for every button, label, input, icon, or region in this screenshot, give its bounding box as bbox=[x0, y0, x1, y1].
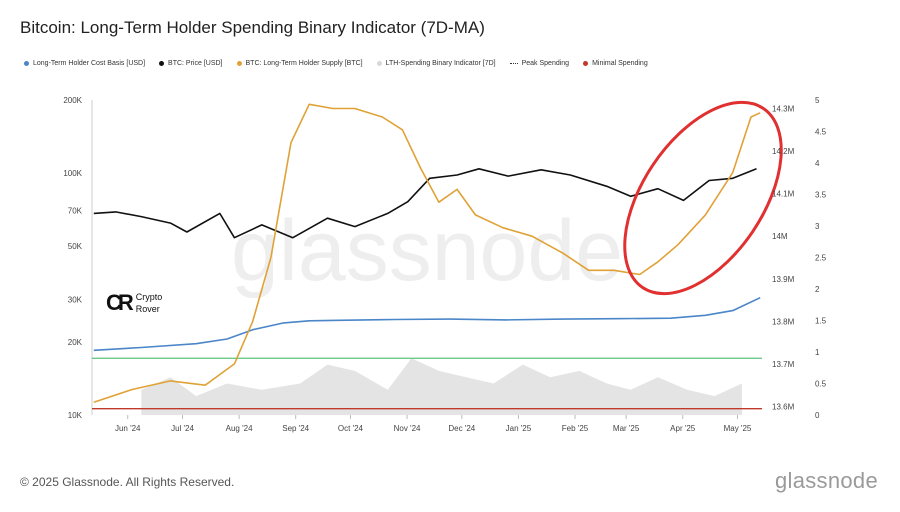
right-tick-label: 0.5 bbox=[815, 380, 827, 389]
logo-line-1: Crypto bbox=[135, 292, 163, 302]
crypto-rover-mark-icon: CR bbox=[106, 290, 134, 315]
mid-tick-label: 13.7M bbox=[772, 360, 795, 369]
x-tick-label: Mar '25 bbox=[613, 424, 640, 433]
x-tick-label: Aug '24 bbox=[226, 424, 253, 433]
legend-label: Peak Spending bbox=[521, 60, 570, 67]
legend-item[interactable]: Long-Term Holder Cost Basis [USD] bbox=[24, 60, 145, 67]
left-tick-label: 70K bbox=[68, 206, 83, 215]
legend-label: BTC: Price [USD] bbox=[168, 60, 223, 67]
lth-binary-area bbox=[141, 358, 742, 415]
right-tick-label: 0 bbox=[815, 411, 820, 420]
left-tick-label: 10K bbox=[68, 411, 83, 420]
series-line-1 bbox=[93, 296, 761, 352]
series-line-2 bbox=[93, 103, 761, 403]
mid-tick-label: 13.6M bbox=[772, 402, 795, 411]
right-tick-label: 5 bbox=[815, 96, 820, 105]
left-tick-label: 100K bbox=[63, 169, 82, 178]
mid-tick-label: 14.3M bbox=[772, 105, 795, 114]
x-tick-label: Jan '25 bbox=[506, 424, 532, 433]
dot-marker-icon bbox=[236, 61, 242, 66]
legend-item[interactable]: Peak Spending bbox=[509, 60, 570, 67]
dot-marker-icon bbox=[376, 61, 382, 66]
mid-tick-label: 14.2M bbox=[772, 147, 795, 156]
left-tick-label: 20K bbox=[68, 338, 83, 347]
mid-tick-label: 14M bbox=[772, 232, 788, 241]
x-tick-label: Nov '24 bbox=[394, 424, 421, 433]
dot-marker-icon bbox=[583, 61, 589, 66]
right-tick-label: 3 bbox=[815, 222, 820, 231]
legend-label: BTC: Long-Term Holder Supply [BTC] bbox=[245, 60, 363, 67]
left-tick-label: 50K bbox=[68, 242, 83, 251]
x-tick-label: Sep '24 bbox=[282, 424, 309, 433]
legend-label: Minimal Spending bbox=[592, 60, 648, 67]
x-tick-label: Jun '24 bbox=[115, 424, 141, 433]
x-tick-label: Apr '25 bbox=[670, 424, 696, 433]
copyright-footer: © 2025 Glassnode. All Rights Reserved. bbox=[20, 475, 235, 489]
left-tick-label: 30K bbox=[68, 295, 83, 304]
dash-marker-icon bbox=[509, 63, 518, 64]
legend-item[interactable]: BTC: Long-Term Holder Supply [BTC] bbox=[236, 60, 363, 67]
series-line-0 bbox=[93, 168, 757, 239]
crypto-rover-logo: CR Crypto Rover bbox=[106, 290, 162, 316]
right-tick-label: 2 bbox=[815, 285, 820, 294]
dot-marker-icon bbox=[159, 61, 165, 66]
left-tick-label: 200K bbox=[63, 96, 82, 105]
legend-label: LTH-Spending Binary Indicator [7D] bbox=[385, 60, 496, 67]
legend-item[interactable]: LTH-Spending Binary Indicator [7D] bbox=[376, 60, 496, 67]
right-tick-label: 1 bbox=[815, 348, 820, 357]
legend-item[interactable]: Minimal Spending bbox=[583, 60, 648, 67]
legend-label: Long-Term Holder Cost Basis [USD] bbox=[33, 60, 146, 67]
mid-tick-label: 13.9M bbox=[772, 275, 795, 284]
mid-tick-label: 13.8M bbox=[772, 317, 795, 326]
dot-marker-icon bbox=[24, 61, 29, 66]
x-tick-label: Feb '25 bbox=[562, 424, 589, 433]
right-tick-label: 3.5 bbox=[815, 191, 827, 200]
mid-tick-label: 14.1M bbox=[772, 190, 795, 199]
x-tick-label: May '25 bbox=[724, 424, 752, 433]
chart-svg: glassnode10K20K30K50K70K100K200K13.6M13.… bbox=[63, 96, 827, 433]
right-tick-label: 4.5 bbox=[815, 128, 827, 137]
right-tick-label: 4 bbox=[815, 159, 820, 168]
chart-legend: Long-Term Holder Cost Basis [USD] BTC: Pr… bbox=[24, 60, 648, 67]
highlight-ellipse bbox=[623, 100, 783, 296]
logo-line-2: Rover bbox=[135, 304, 160, 314]
right-tick-label: 1.5 bbox=[815, 317, 827, 326]
chart-title: Bitcoin: Long-Term Holder Spending Binar… bbox=[20, 18, 485, 37]
right-tick-label: 2.5 bbox=[815, 254, 827, 263]
glassnode-brand: glassnode bbox=[775, 468, 878, 493]
x-tick-label: Jul '24 bbox=[171, 424, 194, 433]
legend-item[interactable]: BTC: Price [USD] bbox=[159, 60, 223, 67]
x-tick-label: Oct '24 bbox=[338, 424, 364, 433]
x-tick-label: Dec '24 bbox=[448, 424, 475, 433]
watermark: glassnode bbox=[231, 203, 623, 299]
